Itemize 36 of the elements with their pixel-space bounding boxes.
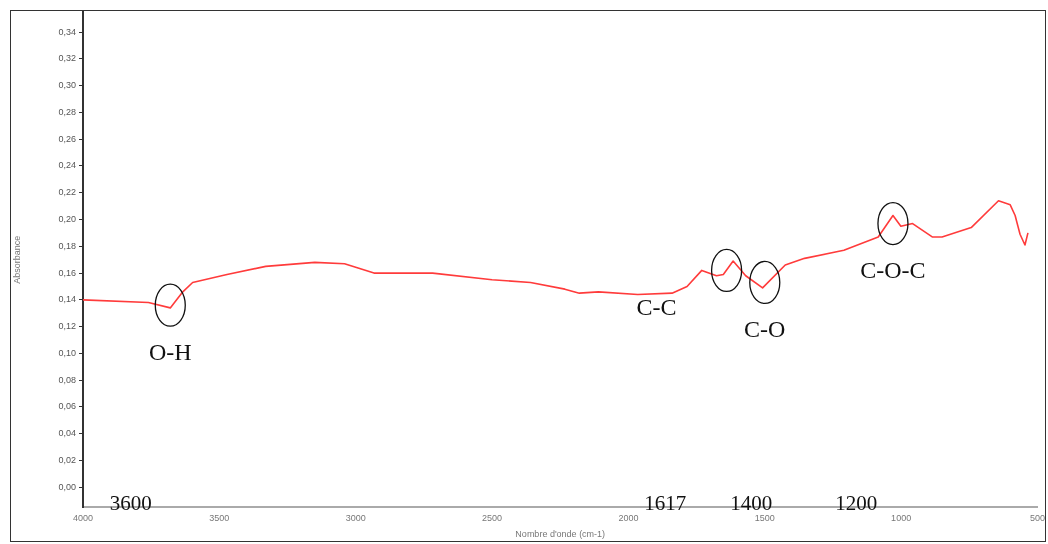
y-tick-label: 0,32 [58, 53, 76, 64]
y-tick-label: 0,08 [58, 374, 76, 385]
annotation: O-H [148, 338, 192, 365]
x-tick-label: 500 [1029, 513, 1046, 524]
annotation: C-O-C [860, 256, 926, 283]
y-tick-label: 0,34 [58, 26, 76, 37]
y-tick-label: 0,18 [58, 240, 76, 251]
x-tick-label: 2000 [618, 513, 639, 524]
y-tick-label: 0,22 [58, 187, 76, 198]
annotation: C-O [744, 315, 786, 342]
annotation: 1617 [644, 490, 687, 515]
y-tick-label: 0,14 [58, 294, 76, 305]
y-tick-label: 0,16 [58, 267, 76, 278]
annotation: C-C [636, 293, 677, 320]
annotation: 1400 [730, 490, 773, 515]
y-tick-label: 0,28 [58, 106, 76, 117]
x-axis-title: Nombre d'onde (cm-1) [515, 529, 606, 540]
y-tick-label: 0,26 [58, 133, 76, 144]
x-tick-label: 2500 [482, 513, 503, 524]
y-tick-label: 0,06 [58, 401, 76, 412]
y-tick-label: 0,04 [58, 428, 76, 439]
x-tick-label: 3000 [345, 513, 366, 524]
annotation: 1200 [835, 490, 878, 515]
x-tick-label: 4000 [72, 513, 94, 524]
annotation: 3600 [109, 490, 152, 515]
y-tick-label: 0,12 [58, 321, 76, 332]
y-tick-label: 0,02 [58, 455, 76, 466]
y-tick-label: 0,00 [58, 481, 76, 492]
y-tick-label: 0,10 [58, 347, 76, 358]
y-tick-label: 0,20 [58, 214, 76, 225]
y-tick-label: 0,24 [58, 160, 76, 171]
y-tick-label: 0,30 [58, 80, 76, 91]
x-tick-label: 3500 [209, 513, 230, 524]
x-tick-label: 1000 [891, 513, 912, 524]
y-axis-title: Absorbance [11, 235, 22, 284]
x-tick-label: 1500 [754, 513, 775, 524]
